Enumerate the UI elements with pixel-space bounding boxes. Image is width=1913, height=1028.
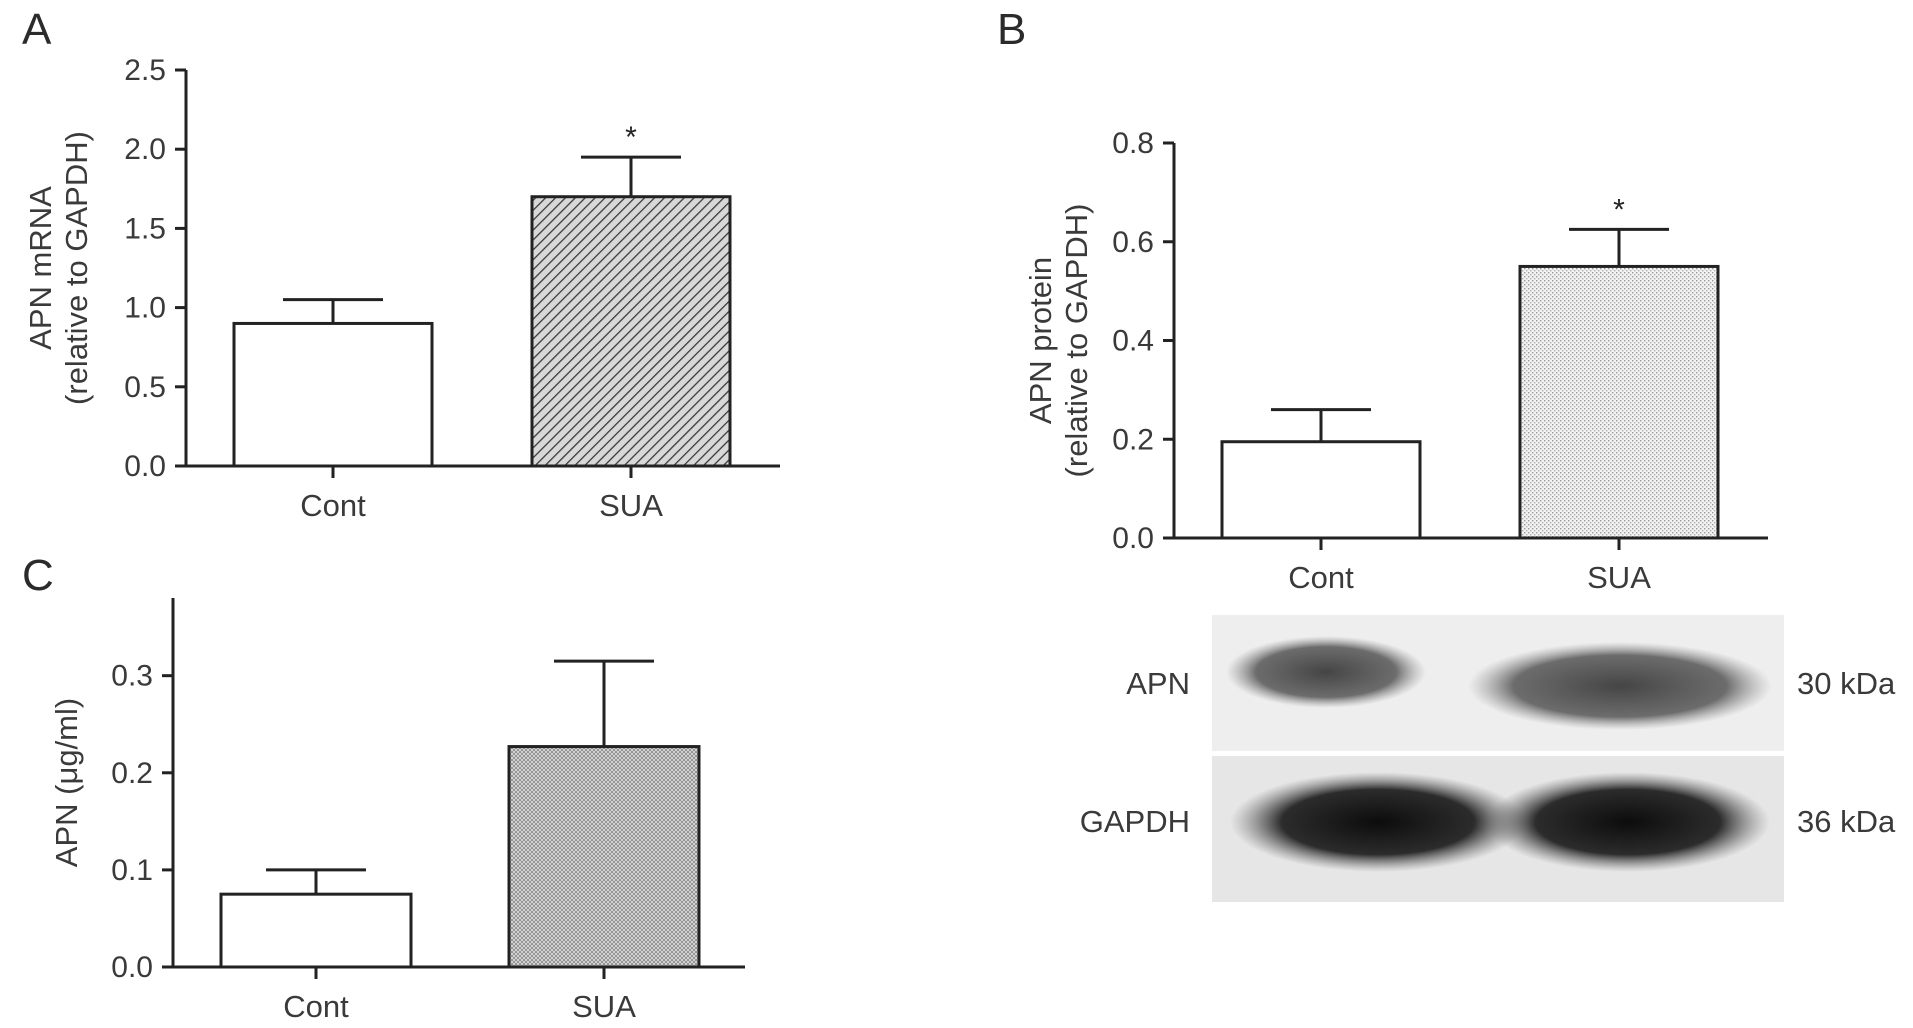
bar-cont [1220,440,1422,540]
blot-band-gapdh-cont [1230,772,1526,872]
x-category-label: Cont [283,989,349,1024]
y-tick-label: 0.4 [1112,325,1154,358]
y-axis-subtitle: (relative to GAPDH) [59,131,94,405]
bar-cont [232,321,434,468]
significance-marker: * [625,121,637,154]
blot-size-gapdh: 36 kDa [1797,804,1896,839]
blot-label-gapdh: GAPDH [1080,804,1190,839]
y-tick-label: 0.0 [111,951,153,984]
y-tick-label: 1.0 [124,292,166,325]
bar-sua [1518,264,1720,540]
blot-band-gapdh-sua [1486,772,1770,872]
y-tick-label: 0.0 [124,450,166,483]
y-axis-title: APN (μg/ml) [49,698,84,867]
blot-band-apn-sua [1468,642,1772,730]
y-tick-label: 0.2 [1112,423,1154,456]
x-category-label: Cont [1288,560,1354,595]
y-axis-title: APN protein [1023,257,1058,424]
x-category-label: Cont [300,488,366,523]
blot-size-apn: 30 kDa [1797,666,1896,701]
chart-panel-b: 0.0 0.2 0.4 0.6 0.8 Cont SUA * APN protein (relat… [1023,127,1768,595]
bar-sua [507,745,701,969]
y-tick-label: 0.2 [111,757,153,790]
y-tick-label: 0.0 [1112,522,1154,555]
y-tick-label: 0.8 [1112,127,1154,160]
panel-letter-a: A [22,5,52,54]
y-tick-label: 0.6 [1112,226,1154,259]
bar-cont [219,892,413,969]
bar-sua [530,195,732,468]
y-tick-label: 2.0 [124,133,166,166]
chart-panel-c: 0.0 0.1 0.2 0.3 Cont SUA APN (μg/ml) [49,598,745,1024]
y-tick-label: 2.5 [124,54,166,87]
x-category-label: SUA [1587,560,1651,595]
y-axis-title: APN mRNA [23,186,58,350]
chart-panel-a: 0.0 0.5 1.0 1.5 2.0 2.5 Cont SUA * APN mRNA (relat… [23,54,780,523]
panel-letter-b: B [997,5,1026,54]
panel-letter-c: C [22,551,54,600]
x-category-label: SUA [572,989,636,1024]
y-tick-label: 0.5 [124,371,166,404]
y-tick-label: 0.1 [111,854,153,887]
y-axis-subtitle: (relative to GAPDH) [1059,204,1094,478]
x-category-label: SUA [599,488,663,523]
y-tick-label: 1.5 [124,212,166,245]
y-tick-label: 0.3 [111,660,153,693]
western-blot: APN 30 kDa GAPDH 36 kDa [1080,615,1896,902]
blot-band-apn-cont [1226,636,1426,708]
blot-label-apn: APN [1126,666,1190,701]
significance-marker: * [1613,193,1625,226]
